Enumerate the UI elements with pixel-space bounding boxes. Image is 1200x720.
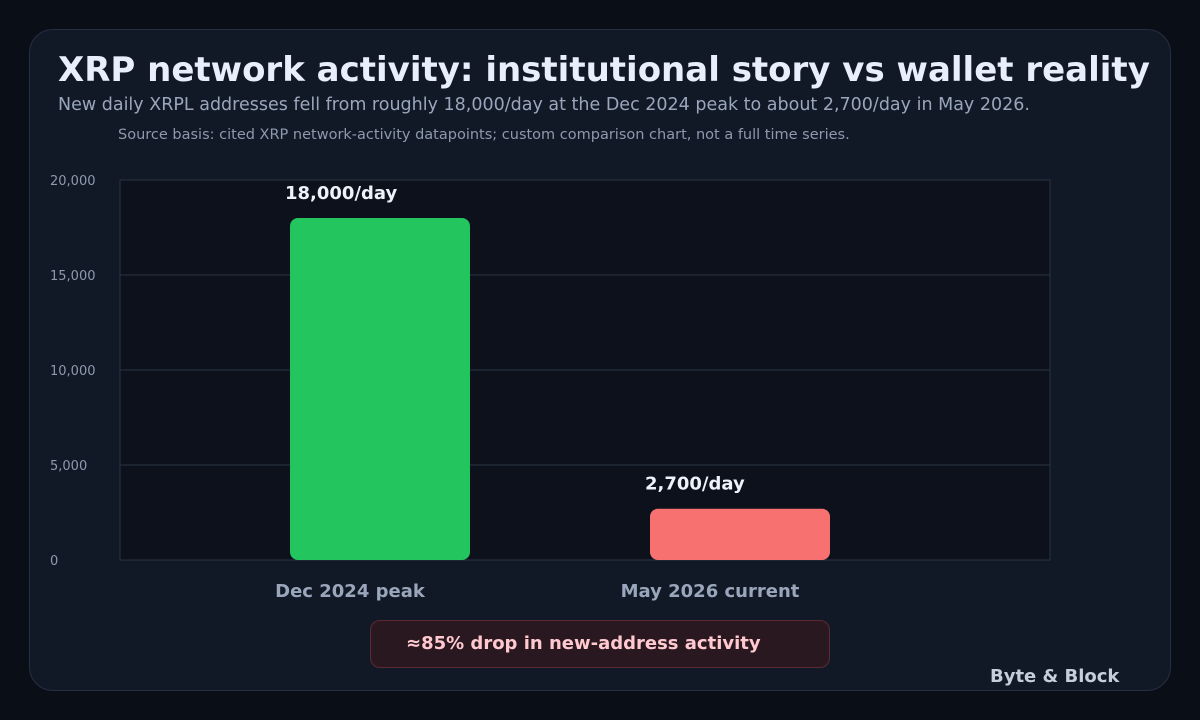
data-label: 2,700/day [645, 474, 745, 495]
chart-subtitle: New daily XRPL addresses fell from rough… [58, 95, 1030, 115]
chart-title: XRP network activity: institutional stor… [58, 50, 1150, 90]
bars [290, 218, 830, 560]
y-tick-label: 15,000 [50, 269, 96, 284]
y-axis-ticks: 0 5,000 10,000 15,000 20,000 [50, 174, 96, 569]
x-axis-categories: Dec 2024 peak May 2026 current [275, 581, 800, 602]
brand-watermark: Byte & Block [990, 666, 1120, 687]
data-labels: 18,000/day 2,700/day [285, 183, 745, 495]
category-label: May 2026 current [621, 581, 800, 602]
y-tick-label: 10,000 [50, 364, 96, 379]
y-tick-label: 20,000 [50, 174, 96, 189]
bar-may-2026-current [650, 508, 830, 560]
data-label: 18,000/day [285, 183, 398, 204]
grid-lines [120, 274, 1050, 466]
bar-dec-2024-peak [290, 218, 470, 560]
drop-callout-text: ≈85% drop in new-address activity [406, 633, 761, 654]
y-tick-label: 0 [50, 554, 58, 569]
y-tick-label: 5,000 [50, 459, 87, 474]
source-note: Source basis: cited XRP network-activity… [118, 127, 850, 143]
drop-callout: ≈85% drop in new-address activity [370, 620, 830, 668]
category-label: Dec 2024 peak [275, 581, 426, 602]
